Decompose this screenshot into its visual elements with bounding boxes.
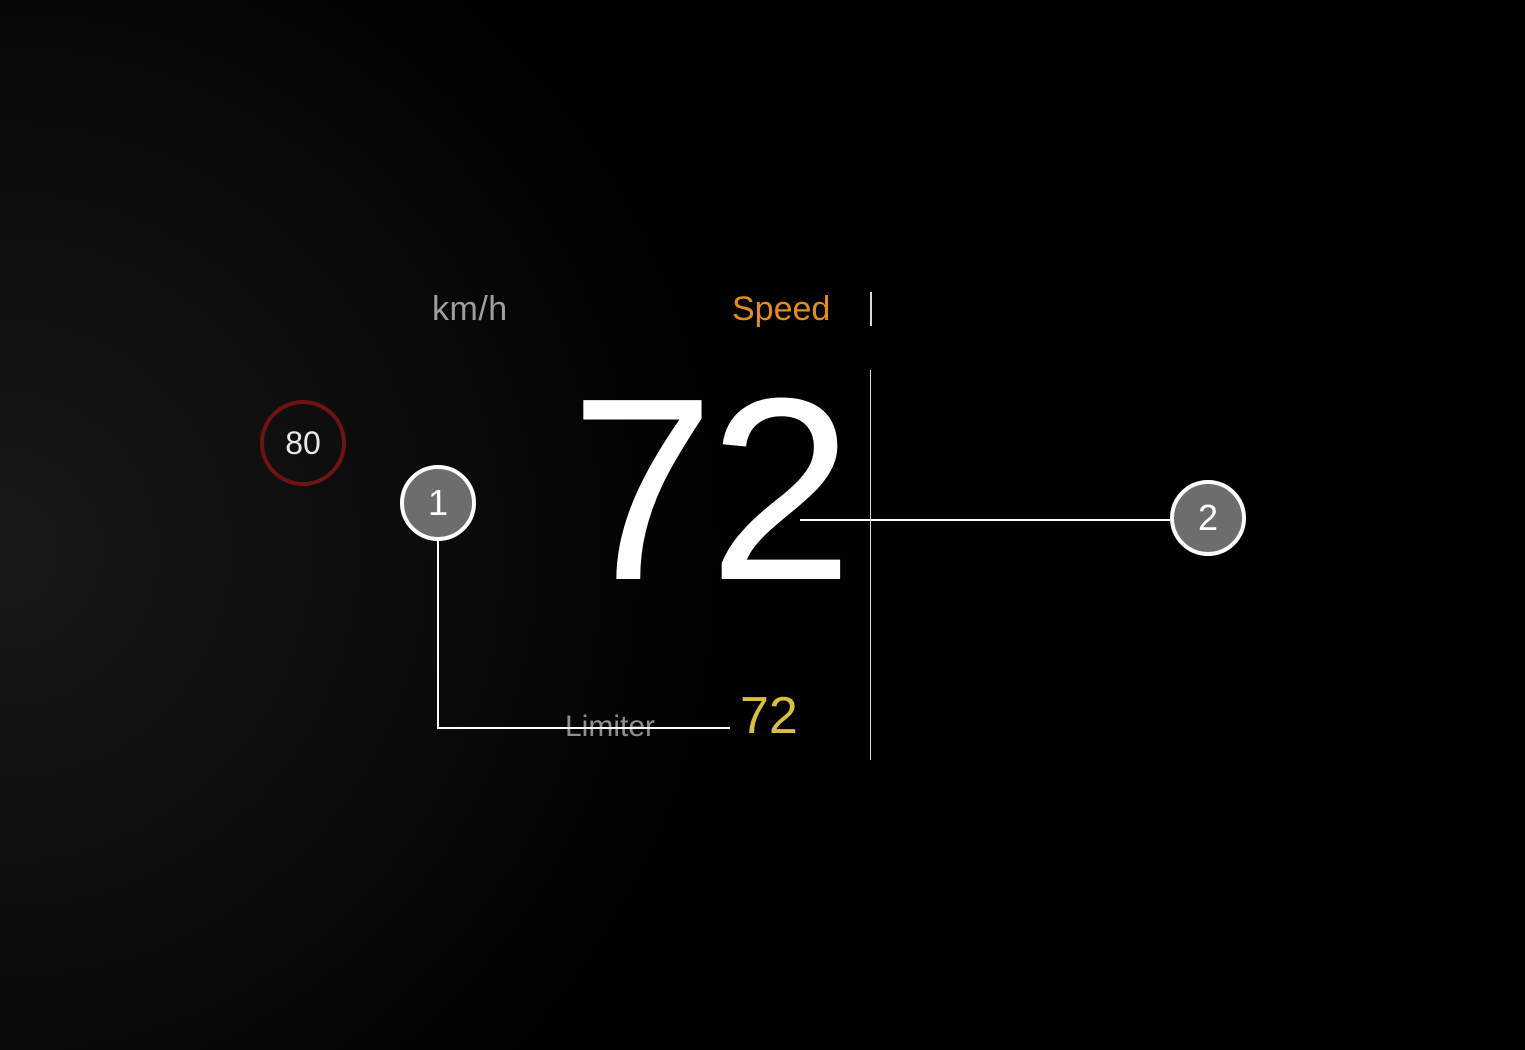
callout-badge-2: 2 (1170, 480, 1246, 556)
speed-limit-value: 80 (285, 425, 321, 462)
speed-unit-label: km/h (432, 290, 508, 329)
callout-badge-1: 1 (400, 465, 476, 541)
speed-limit-sign: 80 (260, 400, 346, 486)
callout-1-number: 1 (428, 482, 448, 524)
current-speed-value: 72 (570, 360, 847, 620)
speed-tab-label[interactable]: Speed (732, 290, 830, 329)
vertical-divider (870, 370, 871, 760)
callout-2-number: 2 (1198, 497, 1218, 539)
speed-tab-divider-tick (870, 292, 872, 326)
instrument-cluster: km/h Speed 80 72 Limiter 72 1 2 (0, 0, 1525, 1050)
limiter-value: 72 (740, 690, 798, 742)
limiter-label: Limiter (565, 710, 655, 744)
